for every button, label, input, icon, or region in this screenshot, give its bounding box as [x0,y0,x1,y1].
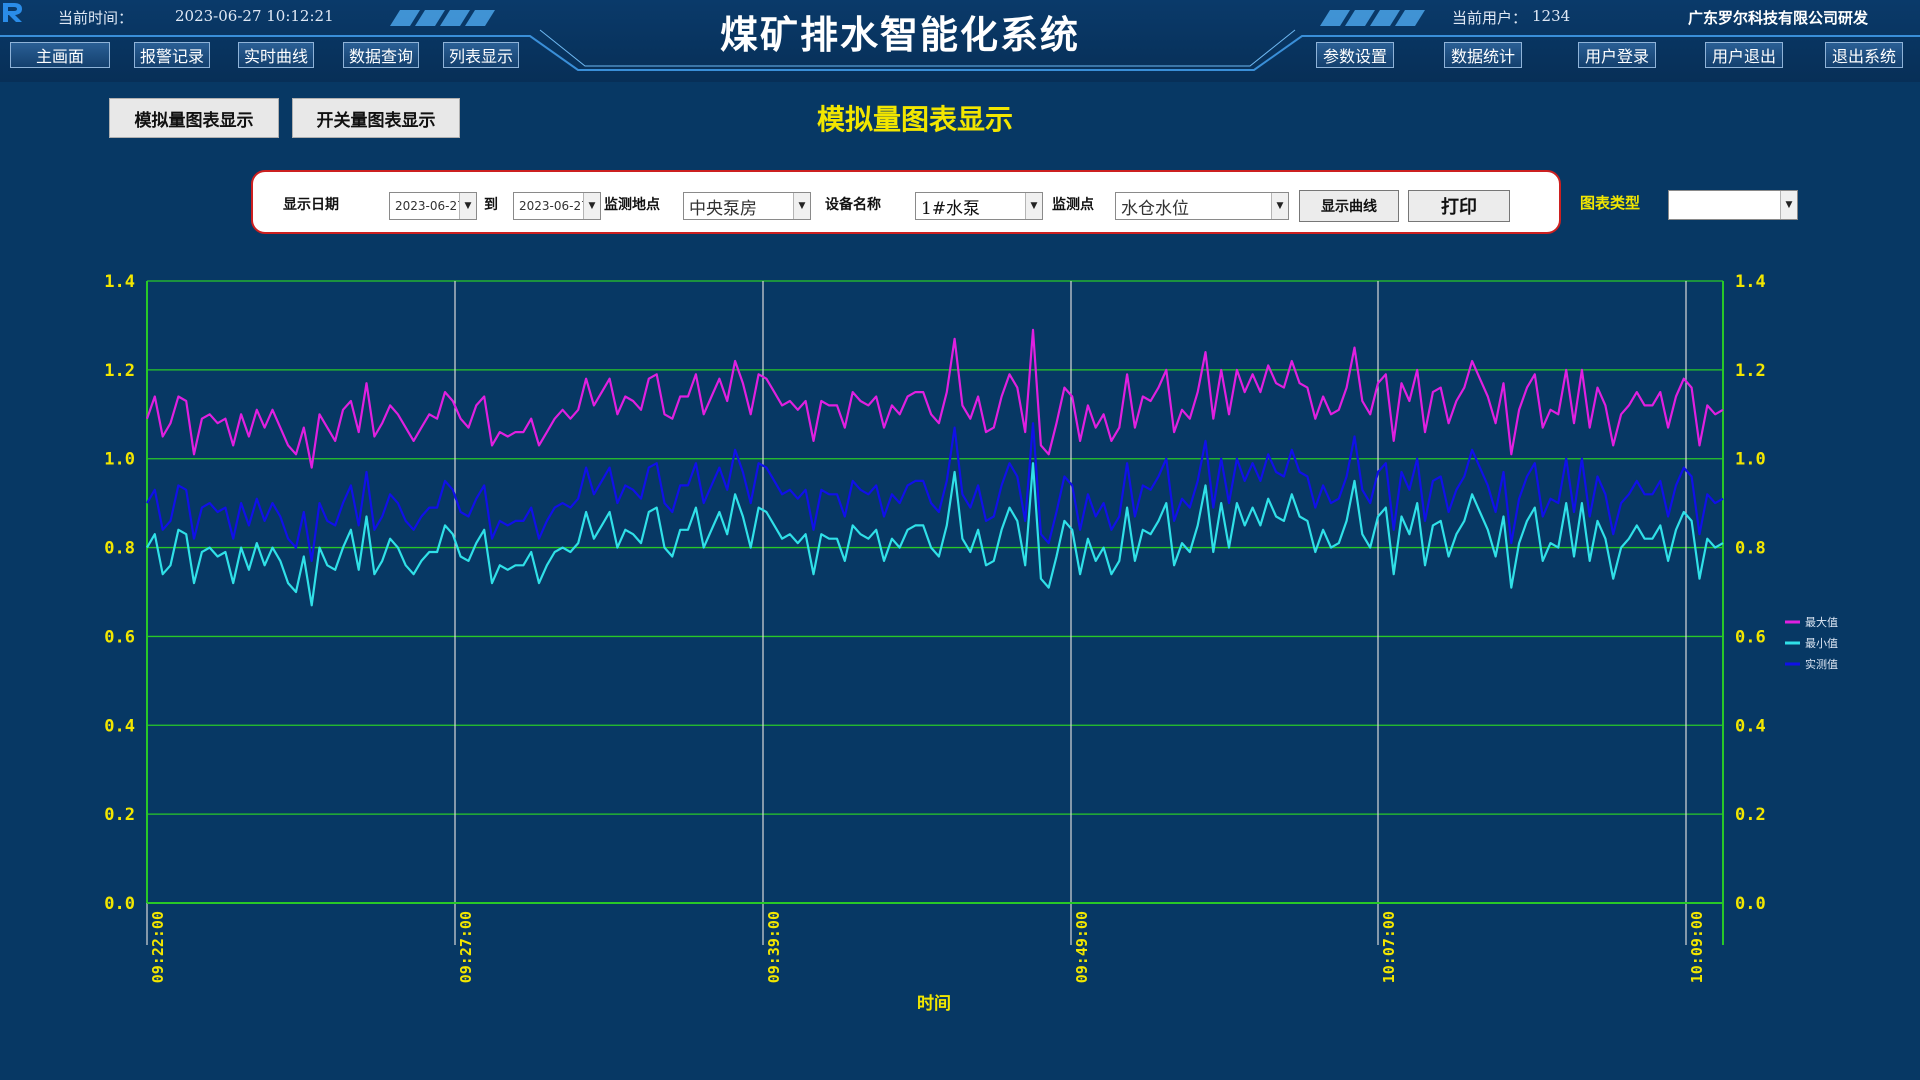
company-name: 广东罗尔科技有限公司研发 [1688,9,1869,27]
nav-exit-system[interactable]: 退出系统 [1825,42,1903,68]
chevron-down-icon[interactable]: ▼ [583,193,600,219]
location-label: 监测地点 [604,197,660,213]
y-tick-label-left: 0.8 [104,539,135,559]
tab-analog-chart[interactable]: 模拟量图表显示 [109,98,279,138]
date-from-value: 2023-06-27 [395,199,465,213]
page-title: 煤矿排水智能化系统 [719,13,1080,57]
x-axis-label: 时间 [917,993,951,1014]
y-tick-label-right: 0.0 [1735,894,1766,914]
y-tick-label-right: 1.0 [1735,450,1766,470]
chevron-down-icon[interactable]: ▼ [459,193,476,219]
header-frame [0,0,1920,82]
chart-series [145,328,1724,607]
y-tick-label-right: 0.4 [1735,716,1766,736]
filter-panel: 显示日期 2023-06-27 ▼ 到 2023-06-27 ▼ 监测地点 中央… [251,170,1561,234]
location-select[interactable]: 中央泵房 ▼ [683,192,811,220]
chart-type-label: 图表类型 [1580,194,1641,212]
chevron-down-icon[interactable]: ▼ [1780,191,1797,219]
header-bar: 当前时间： 2023-06-27 10:12:21 煤矿排水智能化系统 当前用户… [0,0,1920,82]
x-tick-label: 09:39:00 [765,911,783,983]
section-title: 模拟量图表显示 [816,103,1013,136]
chart-axes: 0.0 0.0 0.2 0.2 0.4 0.4 0.6 0.6 0.8 0.8 1.0 1.0 1.2 1… [104,272,1765,983]
series-line-1 [146,462,1724,607]
y-tick-label-left: 1.2 [104,361,135,381]
chevron-down-icon[interactable]: ▼ [793,193,810,219]
y-tick-label-left: 0.4 [104,716,135,736]
point-select[interactable]: 水仓水位 ▼ [1115,192,1289,220]
nav-main-screen[interactable]: 主画面 [10,42,110,68]
legend-label: 最大值 [1805,615,1838,629]
legend-label: 实测值 [1805,657,1838,671]
x-tick-label: 09:27:00 [457,911,475,983]
x-tick-label: 09:49:00 [1073,911,1091,983]
company-logo-icon [3,3,22,22]
nav-user-login[interactable]: 用户登录 [1578,42,1656,68]
nav-realtime-curve[interactable]: 实时曲线 [238,42,314,68]
nav-alarm-records[interactable]: 报警记录 [134,42,210,68]
y-tick-label-right: 0.8 [1735,539,1766,559]
x-tick-label: 09:22:00 [149,911,167,983]
series-line-0 [145,328,1724,469]
x-tick-label: 10:07:00 [1380,911,1398,983]
device-label: 设备名称 [825,197,881,213]
y-tick-label-left: 1.0 [104,450,135,470]
date-label: 显示日期 [283,197,339,213]
series-line-2 [146,422,1724,563]
show-curve-button[interactable]: 显示曲线 [1299,190,1399,222]
date-from-picker[interactable]: 2023-06-27 ▼ [389,192,477,220]
time-value: 2023-06-27 10:12:21 [175,7,334,25]
chevron-down-icon[interactable]: ▼ [1271,193,1288,219]
y-tick-label-left: 1.4 [104,272,135,292]
device-value: 1#水泵 [921,198,981,219]
print-button[interactable]: 打印 [1408,190,1510,222]
y-tick-label-right: 0.2 [1735,805,1766,825]
user-label: 当前用户： [1452,9,1528,27]
chevron-down-icon[interactable]: ▼ [1025,193,1042,219]
y-tick-label-left: 0.6 [104,627,135,647]
date-to-value: 2023-06-27 [519,199,589,213]
nav-user-logout[interactable]: 用户退出 [1705,42,1783,68]
y-tick-label-left: 0.2 [104,805,135,825]
x-tick-label: 10:09:00 [1688,911,1706,983]
user-value: 1234 [1532,7,1571,25]
point-label: 监测点 [1052,197,1094,213]
y-tick-label-left: 0.0 [104,894,135,914]
tab-switch-chart[interactable]: 开关量图表显示 [292,98,460,138]
y-tick-label-right: 1.2 [1735,361,1766,381]
chart-grid [146,280,1723,945]
time-label: 当前时间： [58,9,134,27]
nav-data-query[interactable]: 数据查询 [343,42,419,68]
location-value: 中央泵房 [689,198,757,219]
legend-label: 最小值 [1805,637,1838,650]
nav-data-statistics[interactable]: 数据统计 [1444,42,1522,68]
point-value: 水仓水位 [1121,198,1189,219]
nav-list-display[interactable]: 列表显示 [443,42,519,68]
device-select[interactable]: 1#水泵 ▼ [915,192,1043,220]
to-label: 到 [484,197,498,213]
y-tick-label-right: 1.4 [1735,272,1766,292]
nav-parameter-settings[interactable]: 参数设置 [1316,42,1394,68]
y-tick-label-right: 0.6 [1735,627,1766,647]
date-to-picker[interactable]: 2023-06-27 ▼ [513,192,601,220]
chart-type-select[interactable]: ▼ [1668,190,1798,220]
